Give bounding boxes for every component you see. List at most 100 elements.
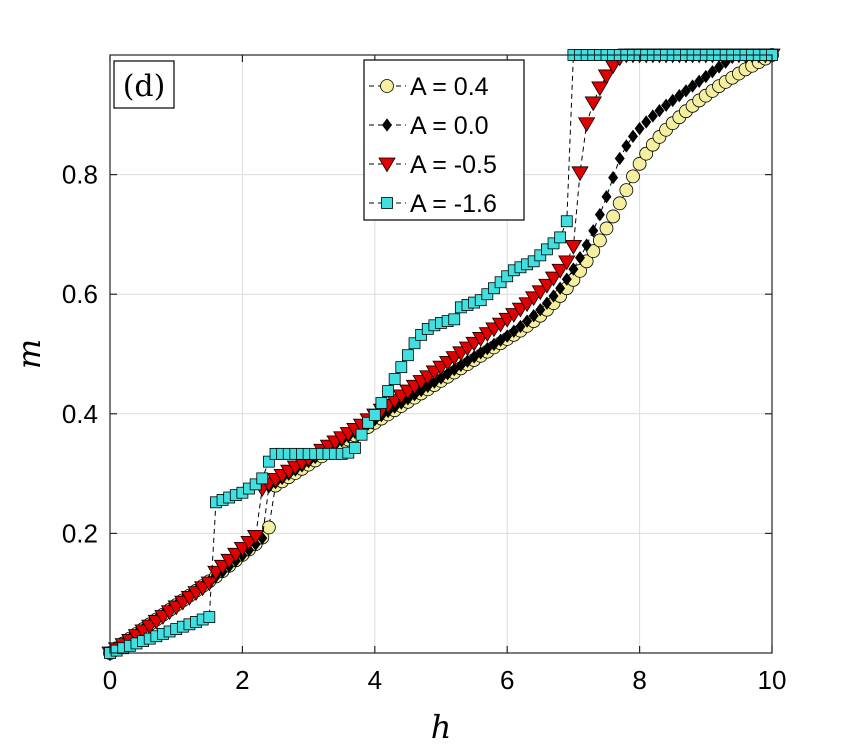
data-point xyxy=(408,337,421,350)
data-point xyxy=(261,520,276,535)
data-point xyxy=(442,367,453,381)
data-point xyxy=(502,329,513,343)
data-point xyxy=(436,371,446,385)
data-point xyxy=(368,409,381,421)
data-point xyxy=(534,249,547,262)
data-point xyxy=(522,314,533,328)
data-point xyxy=(591,81,609,97)
data-point xyxy=(700,69,711,84)
data-point xyxy=(200,576,218,592)
legend-marker xyxy=(378,157,396,173)
data-point xyxy=(469,350,480,364)
legend-marker xyxy=(380,79,394,93)
data-point xyxy=(661,98,672,112)
data-point xyxy=(203,611,216,624)
legend: A = 0.4 A = 0.0 A = -0.5 A = -1.6 xyxy=(363,59,525,221)
data-point xyxy=(482,341,493,356)
x-tick-label: 6 xyxy=(500,665,514,695)
data-point xyxy=(488,282,500,295)
data-point xyxy=(462,354,473,368)
data-point xyxy=(667,93,678,108)
data-point xyxy=(551,263,569,279)
data-point xyxy=(401,349,414,362)
data-point xyxy=(592,233,607,248)
data-point xyxy=(355,428,368,441)
panel-label: (d) xyxy=(123,69,166,104)
x-tick-label: 8 xyxy=(632,665,646,695)
data-point xyxy=(382,385,394,397)
data-point xyxy=(612,196,627,211)
data-point xyxy=(687,79,698,93)
panel-label-frame xyxy=(113,60,175,109)
data-point xyxy=(561,272,572,286)
data-point xyxy=(538,278,556,294)
data-point xyxy=(488,337,499,352)
data-point xyxy=(654,103,665,118)
data-point xyxy=(388,373,401,386)
data-point xyxy=(632,156,647,171)
data-point xyxy=(606,209,621,224)
data-point xyxy=(362,416,375,429)
data-point xyxy=(375,397,388,409)
y-tick-label: 0.8 xyxy=(62,160,98,190)
legend-marker xyxy=(381,197,393,209)
data-point xyxy=(707,65,718,79)
x-tick-label: 10 xyxy=(758,665,787,695)
data-point xyxy=(601,190,612,204)
data-point xyxy=(619,183,634,198)
legend-label: A = 0.4 xyxy=(410,73,489,101)
data-point xyxy=(558,255,576,271)
data-point xyxy=(449,362,460,377)
legend-label: A = -1.6 xyxy=(410,190,497,218)
data-point xyxy=(594,207,605,222)
data-point xyxy=(455,358,466,373)
data-point xyxy=(528,309,539,323)
data-point xyxy=(577,117,596,133)
data-point xyxy=(627,129,638,143)
data-point xyxy=(614,151,625,166)
data-point xyxy=(501,270,514,283)
plot-frame xyxy=(109,54,773,654)
data-point xyxy=(571,166,589,182)
legend-label: A = -0.5 xyxy=(410,151,497,179)
data-point xyxy=(256,472,269,485)
data-point xyxy=(494,276,507,289)
data-point xyxy=(474,294,487,307)
legend-marker xyxy=(382,118,392,132)
data-point xyxy=(515,319,526,334)
data-point xyxy=(481,288,494,301)
data-point xyxy=(554,231,567,244)
data-point xyxy=(527,255,540,268)
data-point xyxy=(626,169,640,184)
data-point xyxy=(349,441,361,454)
data-point xyxy=(588,224,599,238)
data-point xyxy=(448,313,461,326)
panel-label-box: (d) xyxy=(113,60,175,109)
data-point xyxy=(555,281,566,295)
y-axis-label: m xyxy=(10,339,48,369)
data-point xyxy=(714,60,725,74)
x-tick-label: 0 xyxy=(103,665,117,695)
data-point xyxy=(548,289,559,303)
x-axis-label: h xyxy=(431,708,452,746)
data-point xyxy=(422,379,433,393)
data-point xyxy=(608,170,619,185)
data-point xyxy=(262,455,275,468)
data-point xyxy=(599,221,614,236)
data-point xyxy=(581,238,592,252)
x-tick-label: 2 xyxy=(235,665,249,695)
data-point xyxy=(634,121,645,136)
data-point xyxy=(560,215,573,228)
data-point xyxy=(568,262,579,276)
data-point xyxy=(674,88,685,103)
data-point xyxy=(541,243,553,256)
data-point xyxy=(564,239,583,255)
data-point xyxy=(694,74,705,88)
data-point xyxy=(544,271,563,287)
data-point xyxy=(680,84,691,98)
data-point xyxy=(508,324,519,338)
data-point xyxy=(575,251,586,265)
y-tick-label: 0.4 xyxy=(62,399,98,429)
data-point xyxy=(535,303,546,317)
